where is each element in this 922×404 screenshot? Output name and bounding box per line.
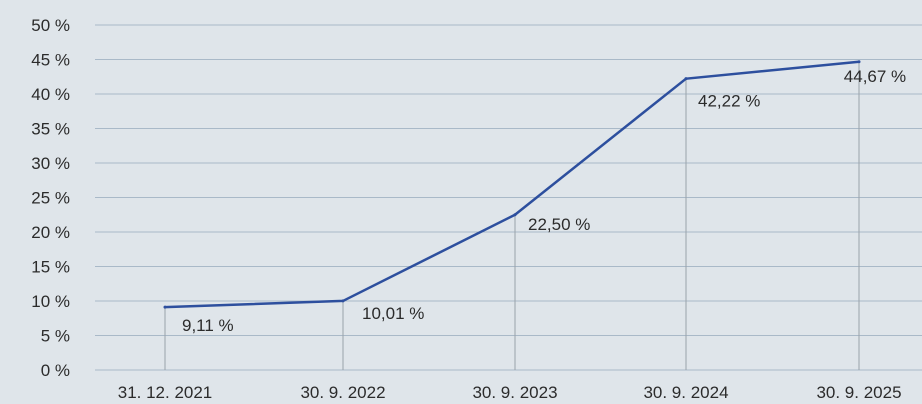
data-point (684, 77, 688, 81)
x-tick-label: 30. 9. 2025 (816, 383, 901, 402)
y-tick-label: 30 % (31, 154, 70, 173)
y-tick-label: 10 % (31, 292, 70, 311)
x-tick-label: 30. 9. 2022 (300, 383, 385, 402)
y-tick-label: 40 % (31, 85, 70, 104)
x-tick-label: 30. 9. 2024 (643, 383, 728, 402)
x-tick-label: 30. 9. 2023 (472, 383, 557, 402)
data-point (513, 213, 517, 217)
x-tick-label: 31. 12. 2021 (118, 383, 213, 402)
y-tick-label: 0 % (41, 361, 70, 380)
data-label: 9,11 % (182, 316, 234, 335)
data-point (857, 60, 861, 64)
data-point (341, 299, 345, 303)
data-label: 10,01 % (362, 304, 424, 323)
data-label: 42,22 % (698, 92, 760, 111)
y-tick-label: 45 % (31, 51, 70, 70)
data-label: 44,67 % (844, 67, 906, 86)
data-label: 22,50 % (528, 215, 590, 234)
y-tick-label: 20 % (31, 223, 70, 242)
data-point (163, 305, 167, 309)
y-tick-label: 5 % (41, 327, 70, 346)
y-tick-label: 15 % (31, 258, 70, 277)
y-tick-label: 25 % (31, 189, 70, 208)
y-tick-label: 35 % (31, 120, 70, 139)
y-tick-label: 50 % (31, 16, 70, 35)
